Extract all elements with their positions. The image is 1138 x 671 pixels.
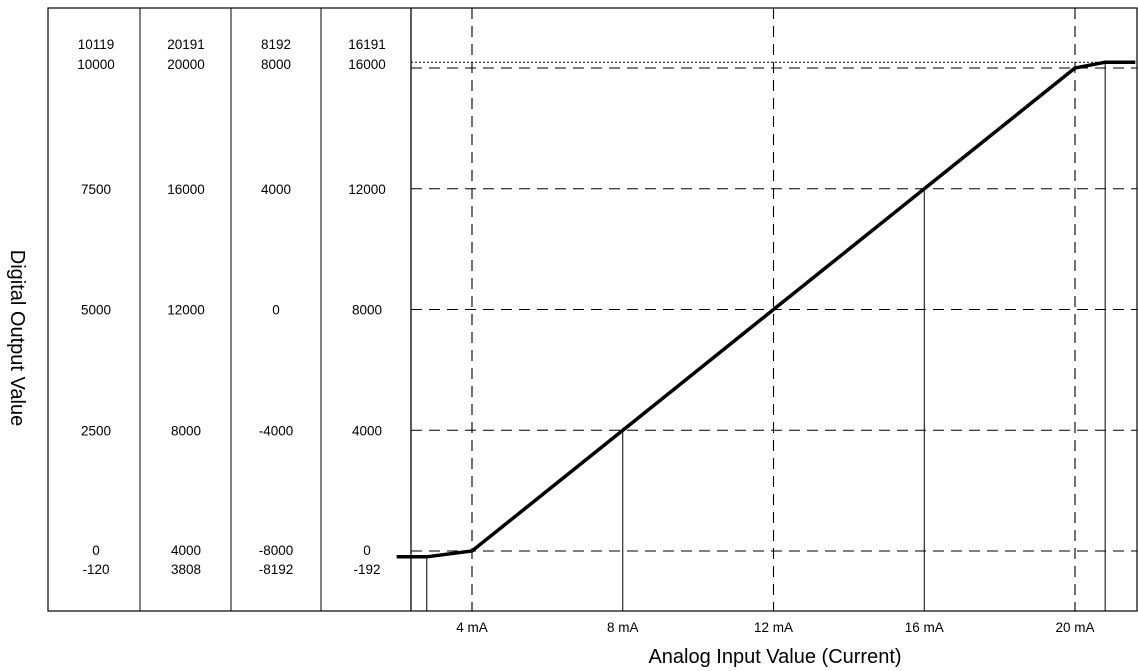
x-axis-label: Analog Input Value (Current) [648,646,901,668]
y-tick-label: 10119 [78,37,115,52]
grid-lines [411,8,1137,611]
scale-column: 16191 16000 12000 8000 4000 0 -192 [348,37,386,577]
y-tick-label: 8000 [171,423,201,438]
y-tick-label: 4000 [352,423,382,438]
series-line [396,60,1136,559]
y-tick-label: -8192 [259,562,294,577]
y-tick-label: 16000 [348,57,386,72]
scale-column: 8192 8000 4000 0 -4000 -8000 -8192 [259,37,294,577]
series-group [396,60,1136,559]
y-tick-label: 16000 [167,182,205,197]
y-tick-label: 0 [272,303,280,318]
y-tick-label: 0 [363,543,371,558]
drop-lines [426,62,1106,611]
scale-columns: 10119 10000 7500 5000 2500 0 -120 20191 20000 160… [77,37,386,577]
y-tick-label: 7500 [81,182,111,197]
x-tick-label: 8 mA [607,620,639,635]
y-tick-label: -4000 [259,423,294,438]
scale-column: 20191 20000 16000 12000 8000 4000 3808 [167,37,205,577]
x-tick-labels: 4 mA 8 mA 12 mA 16 mA 20 mA [456,620,1094,635]
y-tick-label: -120 [82,562,109,577]
y-tick-label: -8000 [259,543,294,558]
y-tick-label: 8000 [352,303,382,318]
y-tick-label: 8192 [261,37,291,52]
x-tick-label: 12 mA [754,620,793,635]
y-tick-label: 8000 [261,57,291,72]
y-tick-label: 20191 [167,37,205,52]
scale-column: 10119 10000 7500 5000 2500 0 -120 [77,37,115,577]
y-tick-label: 4000 [261,182,291,197]
y-tick-label: 10000 [77,57,115,72]
y-axis-label: Digital Output Value [6,250,28,426]
y-tick-label: -192 [353,562,380,577]
x-tick-label: 4 mA [456,620,488,635]
y-tick-label: 0 [92,543,100,558]
x-tick-label: 20 mA [1055,620,1094,635]
y-tick-label: 20000 [167,57,205,72]
y-tick-label: 12000 [348,182,386,197]
y-tick-label: 16191 [348,37,386,52]
y-tick-label: 4000 [171,543,201,558]
x-tick-label: 16 mA [905,620,944,635]
y-tick-label: 3808 [171,562,201,577]
y-tick-label: 2500 [81,423,111,438]
y-tick-label: 12000 [167,303,205,318]
y-tick-label: 5000 [81,303,111,318]
